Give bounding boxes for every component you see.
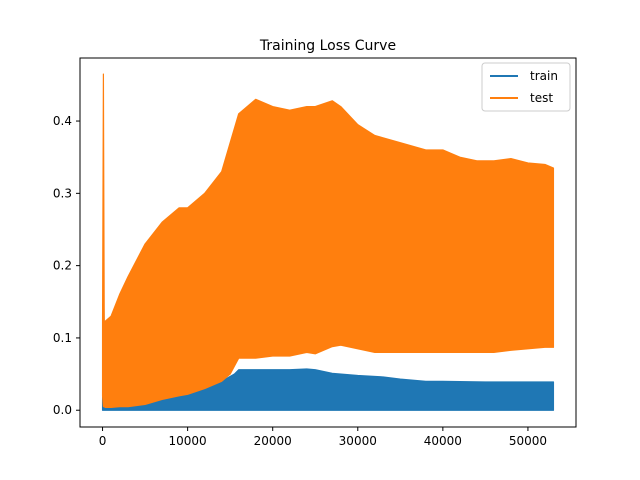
y-tick-label: 0.2: [53, 259, 72, 273]
plot-area: 0 10000 20000 30000 40000 50000 0.00.10.20.30…: [53, 57, 577, 448]
legend-label-train: train: [530, 69, 558, 83]
series-band-test: [101, 73, 555, 408]
x-tick-label: 20000: [254, 434, 292, 448]
x-tick-label: 40000: [424, 434, 462, 448]
x-tick-label: 50000: [509, 434, 547, 448]
y-tick-label: 0.4: [53, 114, 72, 128]
y-axis-ticks: 0.0 0.1 0.2 0.3 0.4: [53, 114, 80, 417]
y-tick-label: 0.1: [53, 331, 72, 345]
x-tick-label: 10000: [169, 434, 207, 448]
x-axis-ticks: 0 10000 20000 30000 40000 50000: [99, 427, 547, 448]
chart-title: Training Loss Curve: [259, 38, 396, 54]
x-tick-label: 30000: [339, 434, 377, 448]
series-layer: [101, 73, 555, 411]
x-tick-label: 0: [99, 434, 107, 448]
y-tick-label: 0.0: [53, 403, 72, 417]
axes-frame: [79, 57, 577, 428]
legend-label-test: test: [530, 91, 553, 105]
legend: train test: [481, 62, 571, 112]
y-tick-label: 0.3: [53, 186, 72, 200]
